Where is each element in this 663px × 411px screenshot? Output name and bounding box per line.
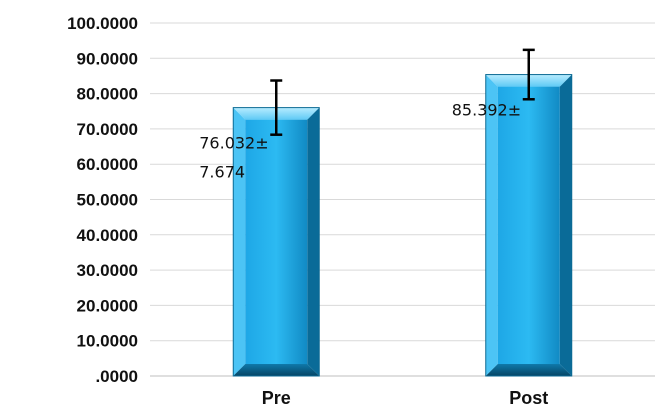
x-category-label: Post [509,388,548,408]
bar-bevel-left [233,107,246,376]
bar-bevel-right [307,107,320,376]
error-bars [270,48,535,136]
x-axis-categories: Pre Post [262,388,549,408]
y-tick-label: 80.0000 [77,85,138,104]
bar-bevel-bottom [233,364,320,376]
bar-bevel-bottom [485,364,572,376]
error-bar-pre [270,79,283,136]
y-tick-label: .0000 [95,367,138,386]
error-bar-post [522,48,535,101]
y-tick-label: 50.0000 [77,191,138,210]
y-tick-label: 30.0000 [77,261,138,280]
data-label-line1: 76.032± [199,134,268,153]
y-axis-ticks: .0000 10.0000 20.0000 30.0000 40.0000 50.0000… [67,14,138,386]
bar-post [485,74,573,377]
bar-face [245,119,308,364]
x-category-label: Pre [262,388,291,408]
bar-bevel-left [485,74,498,377]
bar-face [497,86,560,365]
data-label-line2: 7.674 [199,163,245,182]
data-label-line1: 85.392± [452,101,521,120]
y-tick-label: 70.0000 [77,120,138,139]
grid-lines [150,22,655,377]
data-labels: 76.032± 7.674 85.392± [199,101,521,182]
y-tick-label: 60.0000 [77,155,138,174]
bar-bevel-right [559,74,572,377]
y-tick-label: 90.0000 [77,49,138,68]
y-tick-label: 40.0000 [77,226,138,245]
y-tick-label: 10.0000 [77,332,138,351]
bars [232,74,573,377]
y-tick-label: 100.0000 [67,14,138,33]
y-tick-label: 20.0000 [77,296,138,315]
